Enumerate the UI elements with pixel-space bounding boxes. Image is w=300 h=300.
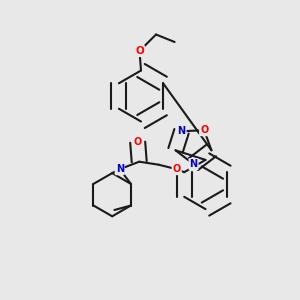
Text: O: O <box>200 125 208 135</box>
Text: N: N <box>178 126 186 136</box>
Text: O: O <box>134 137 142 147</box>
Text: O: O <box>135 46 144 56</box>
Text: N: N <box>116 164 124 174</box>
Text: N: N <box>189 159 198 169</box>
Text: O: O <box>172 164 181 174</box>
